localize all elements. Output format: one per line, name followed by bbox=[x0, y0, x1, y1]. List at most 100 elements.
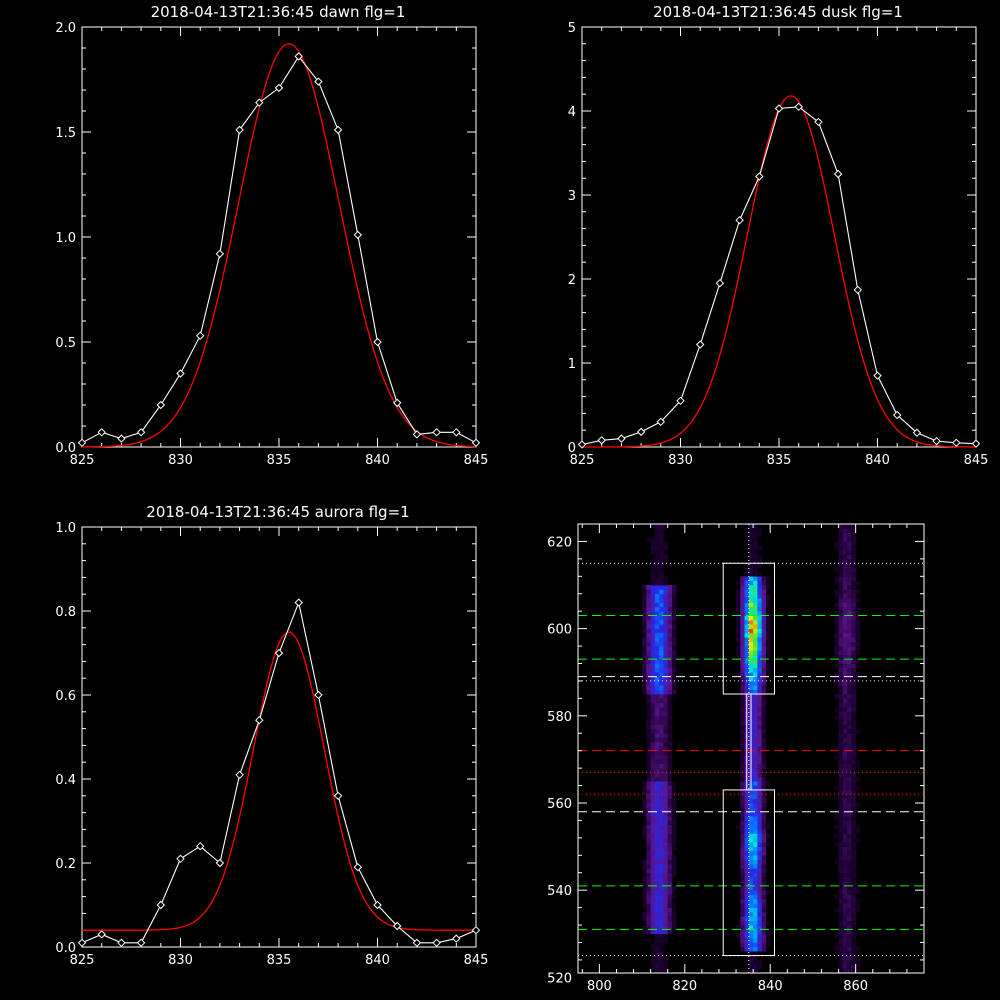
heatmap-pixel bbox=[663, 850, 668, 856]
heatmap-pixel bbox=[663, 641, 668, 647]
heatmap-pixel bbox=[654, 933, 660, 939]
heatmap-pixel bbox=[765, 580, 771, 586]
heatmap-pixel bbox=[842, 589, 848, 595]
heatmap-pixel bbox=[650, 663, 656, 669]
dusk-y-tick-label: 2 bbox=[568, 273, 576, 288]
heatmap-pixel bbox=[748, 789, 754, 795]
heatmap-pixel bbox=[847, 567, 852, 573]
heatmap-pixel bbox=[757, 715, 762, 721]
heatmap-pixel bbox=[650, 602, 656, 608]
heatmap-pixel bbox=[646, 667, 651, 673]
heatmap-pixel bbox=[851, 759, 856, 765]
heatmap-pixel bbox=[736, 624, 741, 629]
aurora-y-tick-label: 0.2 bbox=[55, 857, 76, 872]
heatmap-pixel bbox=[851, 824, 856, 830]
heatmap-pixel bbox=[650, 598, 656, 603]
heatmap-pixel bbox=[663, 615, 668, 621]
heatmap-pixel bbox=[753, 894, 758, 900]
heatmap-pixel bbox=[740, 685, 745, 690]
heatmap-pixel bbox=[659, 641, 664, 647]
heatmap-pixel bbox=[744, 580, 750, 586]
heatmap-pixel bbox=[654, 611, 660, 616]
heatmap-pixel bbox=[744, 593, 750, 599]
dawn-y-tick-label: 2.0 bbox=[55, 21, 76, 36]
heatmap-pixel bbox=[654, 741, 660, 747]
heatmap-pixel bbox=[838, 672, 844, 677]
heatmap-pixel bbox=[855, 676, 861, 682]
heatmap-pixel bbox=[834, 632, 839, 638]
heatmap-pixel bbox=[838, 951, 844, 956]
heatmap-pixel bbox=[851, 955, 856, 961]
heatmap-pixel bbox=[761, 615, 767, 621]
dusk-data-point bbox=[892, 410, 902, 420]
heatmap-pixel bbox=[834, 933, 839, 939]
heatmap-pixel bbox=[650, 537, 656, 542]
heatmap-pixel bbox=[753, 654, 758, 660]
heatmap-pixel bbox=[761, 632, 767, 638]
heatmap-pixel bbox=[851, 933, 856, 939]
heatmap-pixel bbox=[663, 558, 668, 564]
heatmap-pixel bbox=[748, 955, 754, 961]
heatmap-pixel bbox=[851, 929, 856, 935]
heatmap-pixel bbox=[748, 942, 754, 948]
heatmap-pixel bbox=[646, 659, 651, 664]
heatmap-pixel bbox=[847, 768, 852, 773]
heatmap-cells bbox=[642, 524, 861, 974]
heatmap-pixel bbox=[842, 702, 848, 708]
heatmap-pixel bbox=[834, 672, 839, 677]
heatmap-pixel bbox=[851, 833, 856, 839]
aurora-data-point bbox=[452, 934, 461, 943]
heatmap-pixel bbox=[646, 903, 651, 908]
heatmap-pixel bbox=[667, 624, 673, 629]
heatmap-pixel bbox=[842, 920, 848, 926]
heatmap-pixel bbox=[659, 632, 664, 638]
heatmap-pixel bbox=[654, 724, 660, 730]
heatmap-pixel bbox=[663, 746, 668, 751]
heatmap-pixel bbox=[642, 829, 647, 834]
heatmap-pixel bbox=[851, 864, 856, 869]
heatmap-pixel bbox=[847, 964, 852, 969]
heatmap-pixel bbox=[847, 894, 852, 900]
heatmap-pixel bbox=[838, 689, 844, 695]
heatmap-pixel bbox=[748, 567, 754, 573]
heatmap-pixel bbox=[659, 598, 664, 603]
heatmap-pixel bbox=[646, 829, 651, 834]
heatmap-pixel bbox=[667, 789, 673, 795]
heatmap-pixel bbox=[847, 750, 852, 756]
heatmap-pixel bbox=[765, 820, 771, 826]
heatmap-pixel bbox=[847, 659, 852, 664]
heatmap-pixel bbox=[847, 611, 852, 616]
heatmap-pixel bbox=[663, 759, 668, 765]
heatmap-pixel bbox=[842, 768, 848, 773]
heatmap-pixel bbox=[757, 837, 762, 843]
heatmap-pixel bbox=[659, 659, 664, 664]
heatmap-pixel bbox=[757, 750, 762, 756]
heatmap-pixel bbox=[847, 772, 852, 778]
heatmap-pixel bbox=[753, 720, 758, 725]
heatmap-pixel bbox=[842, 842, 848, 847]
heatmap-pixel bbox=[659, 916, 664, 921]
heatmap-pixel bbox=[646, 776, 651, 782]
heatmap-pixel bbox=[748, 911, 754, 917]
heatmap-pixel bbox=[761, 580, 767, 586]
heatmap-pixel bbox=[847, 781, 852, 786]
heatmap-pixel bbox=[659, 567, 664, 573]
heatmap-pixel bbox=[851, 585, 856, 590]
heatmap-pixel bbox=[642, 929, 647, 935]
heatmap-pixel bbox=[740, 737, 745, 743]
heatmap-pixel bbox=[757, 755, 762, 760]
aurora-data-point bbox=[274, 648, 284, 658]
heatmap-pixel bbox=[663, 694, 668, 699]
heatmap-pixel bbox=[847, 637, 852, 642]
heatmap-pixel bbox=[654, 676, 660, 682]
heatmap-pixel bbox=[761, 702, 767, 708]
heatmap-pixel bbox=[838, 855, 844, 860]
heatmap-pixel bbox=[838, 624, 844, 629]
heatmap-pixel bbox=[654, 829, 660, 834]
heatmap-pixel bbox=[842, 741, 848, 747]
heatmap-pixel bbox=[842, 571, 848, 577]
heatmap-pixel bbox=[748, 524, 754, 529]
heatmap-pixel bbox=[663, 807, 668, 813]
heatmap-pixel bbox=[744, 925, 750, 930]
heatmap-pixel bbox=[654, 763, 660, 769]
